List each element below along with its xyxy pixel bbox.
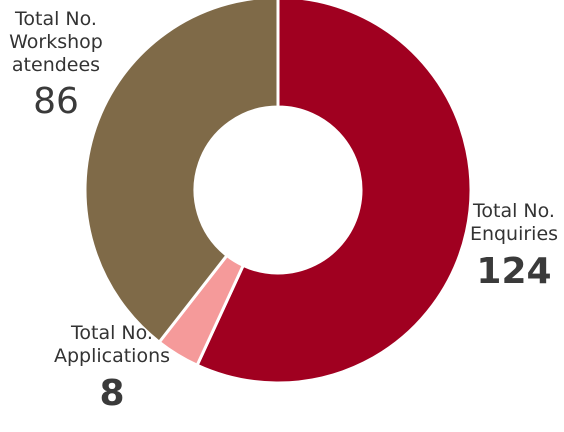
slice-value: 86: [33, 81, 79, 123]
slice-workshop-attendees: [83, 0, 280, 345]
slice-label-text: Total No. Workshop atendees: [9, 8, 103, 76]
slice-value: 124: [476, 250, 552, 292]
slice-label-applications: Total No. Applications 8: [44, 322, 180, 415]
slice-value: 8: [99, 372, 125, 414]
slice-enquiries: [195, 0, 473, 385]
slice-label-text: Total No. Applications: [53, 322, 171, 367]
slice-label-enquiries: Total No. Enquiries 124: [466, 200, 562, 293]
slice-label-workshop-attendees: Total No. Workshop atendees 86: [0, 8, 112, 124]
slice-label-text: Total No. Enquiries: [469, 200, 559, 245]
